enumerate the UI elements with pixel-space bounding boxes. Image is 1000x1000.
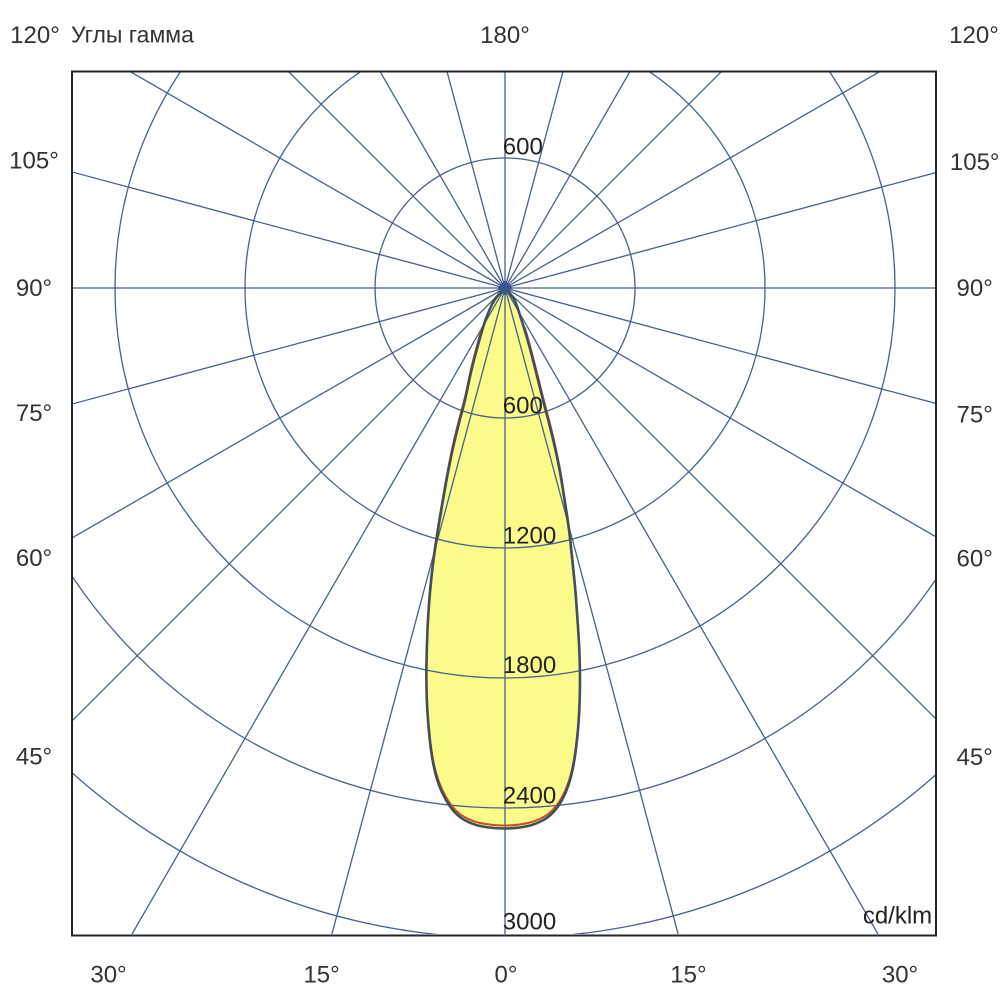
svg-text:75°: 75°: [16, 400, 52, 427]
svg-text:1800: 1800: [503, 652, 556, 679]
svg-text:0°: 0°: [495, 962, 518, 989]
svg-text:15°: 15°: [303, 962, 339, 989]
svg-text:90°: 90°: [957, 275, 993, 302]
svg-text:60°: 60°: [957, 546, 993, 573]
svg-text:75°: 75°: [957, 402, 993, 429]
svg-text:105°: 105°: [9, 148, 59, 175]
svg-text:60°: 60°: [16, 545, 52, 572]
svg-text:30°: 30°: [90, 962, 126, 989]
svg-text:45°: 45°: [16, 744, 52, 771]
svg-text:30°: 30°: [882, 962, 918, 989]
svg-text:180°: 180°: [480, 22, 530, 49]
svg-text:cd/klm: cd/klm: [863, 903, 932, 930]
svg-text:120°: 120°: [10, 22, 60, 49]
svg-text:120°: 120°: [949, 22, 999, 49]
svg-text:Углы гамма: Углы гамма: [71, 22, 194, 48]
svg-text:15°: 15°: [670, 962, 706, 989]
svg-text:1200: 1200: [503, 523, 556, 550]
svg-text:600: 600: [503, 134, 543, 161]
svg-text:3000: 3000: [503, 909, 556, 936]
svg-text:2400: 2400: [503, 783, 556, 810]
svg-text:600: 600: [503, 393, 543, 420]
svg-text:105°: 105°: [950, 149, 1000, 176]
svg-text:45°: 45°: [957, 744, 993, 771]
svg-text:90°: 90°: [16, 275, 52, 302]
